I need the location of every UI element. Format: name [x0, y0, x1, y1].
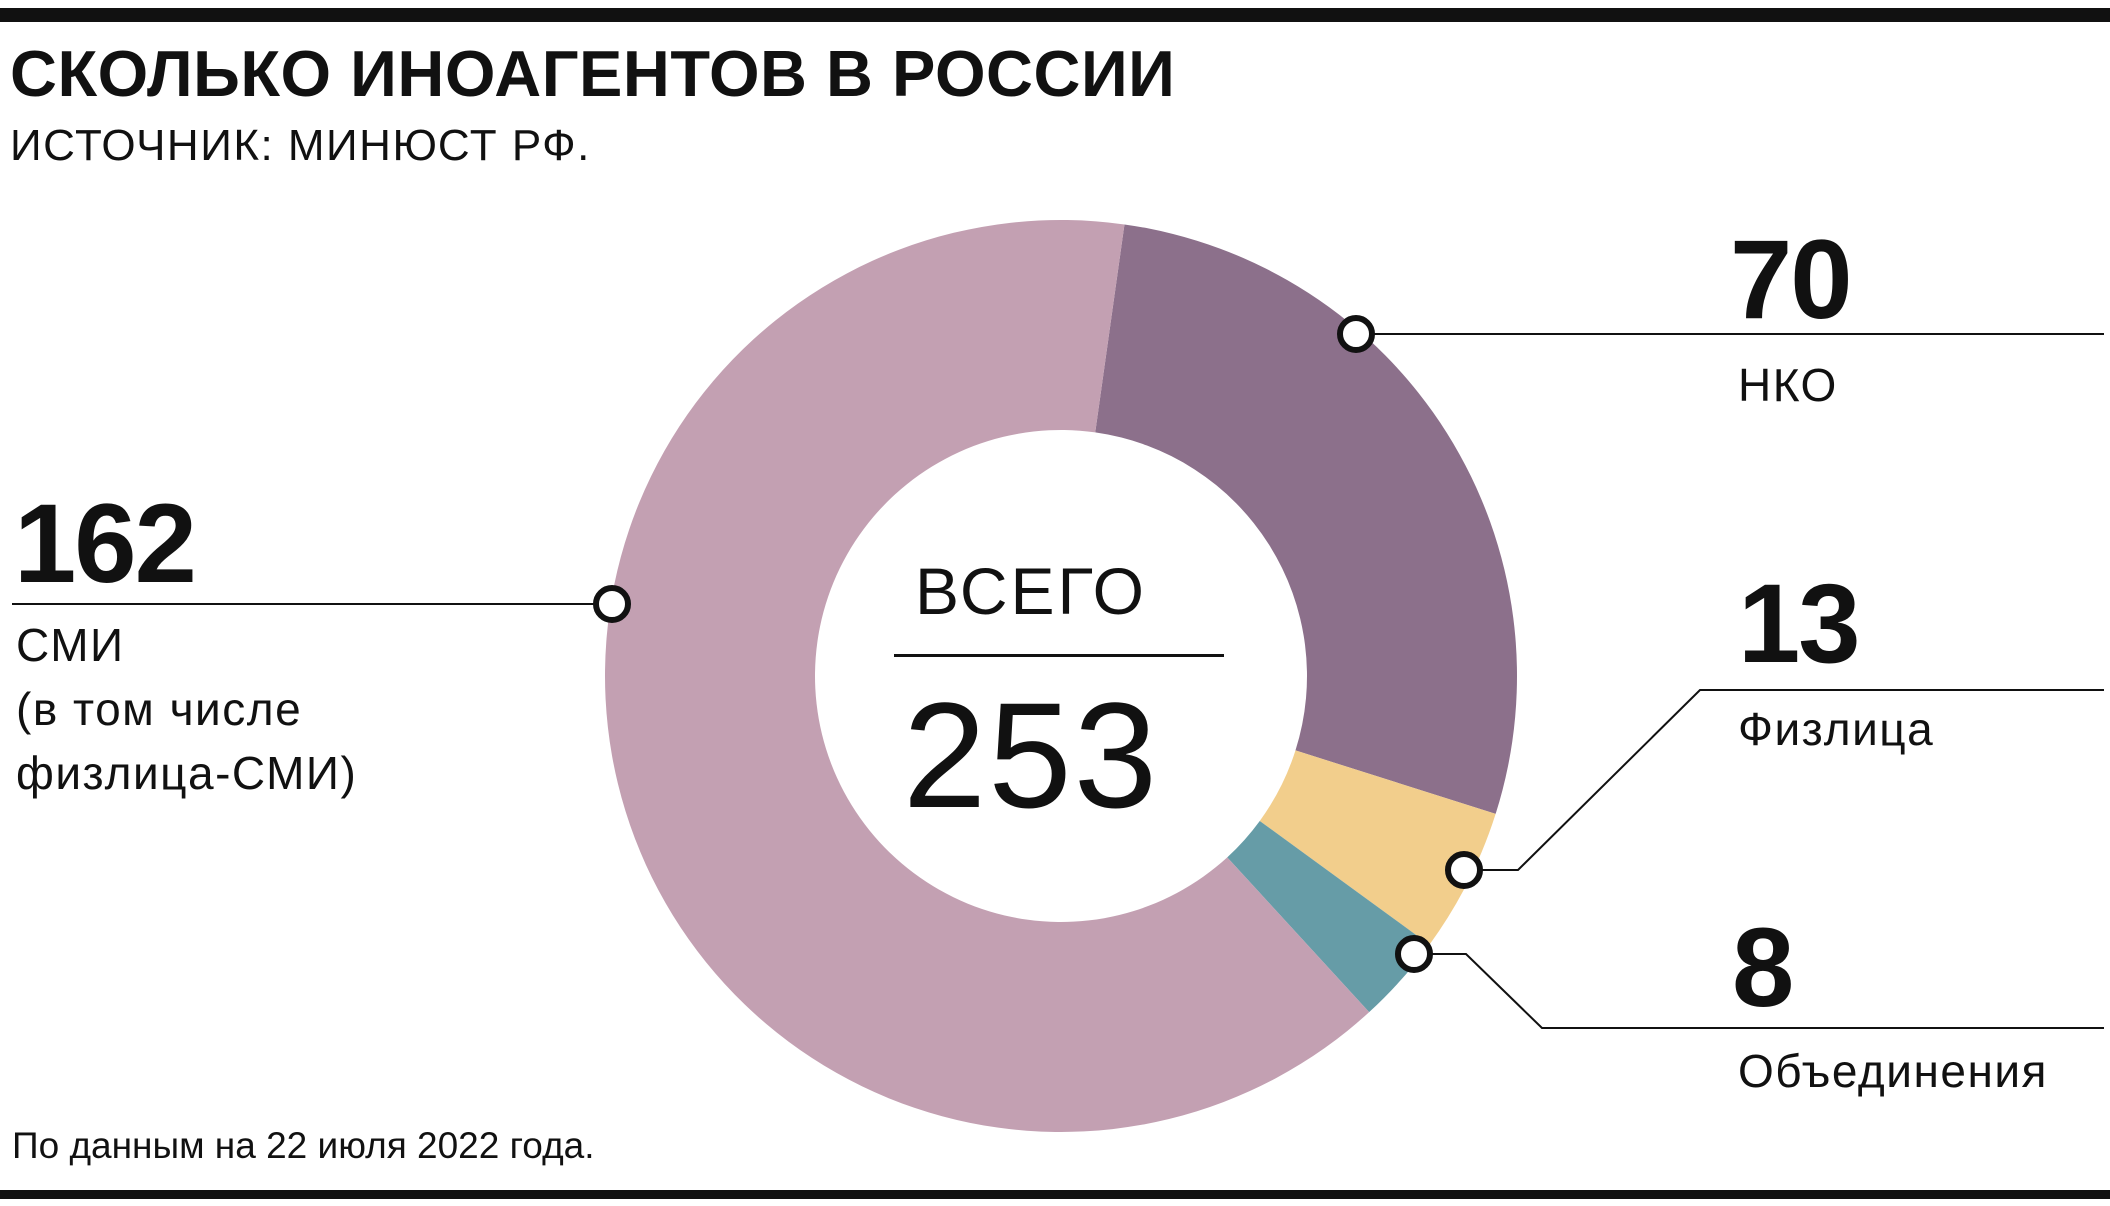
marker-fizlica: [1445, 851, 1483, 889]
data-label-smi-line2: (в том числе: [16, 683, 303, 735]
data-label-obedineniya-name: Объединения: [1738, 1045, 2048, 1097]
total-divider: [894, 654, 1224, 657]
footnote: По данным на 22 июля 2022 года.: [12, 1125, 595, 1166]
donut-slices: [604, 219, 1517, 1133]
leader-line-obedineniya: [1414, 953, 2104, 1029]
marker-nko: [1337, 315, 1375, 353]
marker-obedineniya: [1395, 935, 1433, 973]
data-label-nko-value: 70: [1730, 217, 1853, 342]
chart-title: СКОЛЬКО ИНОАГЕНТОВ В РОССИИ: [10, 37, 1176, 110]
data-label-fizlica-name: Физлица: [1738, 703, 1935, 755]
top-rule: [0, 8, 2110, 22]
slice-smi: [604, 219, 1370, 1133]
data-label-obedineniya-value: 8: [1732, 905, 1794, 1030]
slice-nko: [1095, 224, 1517, 814]
total-label: ВСЕГО: [915, 554, 1147, 628]
leader-line-fizlica: [1464, 689, 2104, 871]
leader-lines: [12, 333, 2104, 1029]
marker-smi: [593, 585, 631, 623]
chart-source: ИСТОЧНИК: МИНЮСТ РФ.: [10, 121, 591, 170]
data-label-fizlica-value: 13: [1738, 561, 1861, 686]
data-label-smi-line1: СМИ: [16, 619, 125, 671]
data-label-smi-line3: физлица-СМИ): [16, 747, 358, 799]
slice-fizlica: [1259, 750, 1496, 945]
total-value: 253: [902, 671, 1160, 839]
data-label-smi-value: 162: [14, 481, 197, 606]
data-label-nko-name: НКО: [1738, 359, 1838, 411]
leader-markers: [593, 315, 1483, 973]
slice-obedineniya: [1227, 820, 1430, 1013]
bottom-rule: [0, 1190, 2110, 1199]
